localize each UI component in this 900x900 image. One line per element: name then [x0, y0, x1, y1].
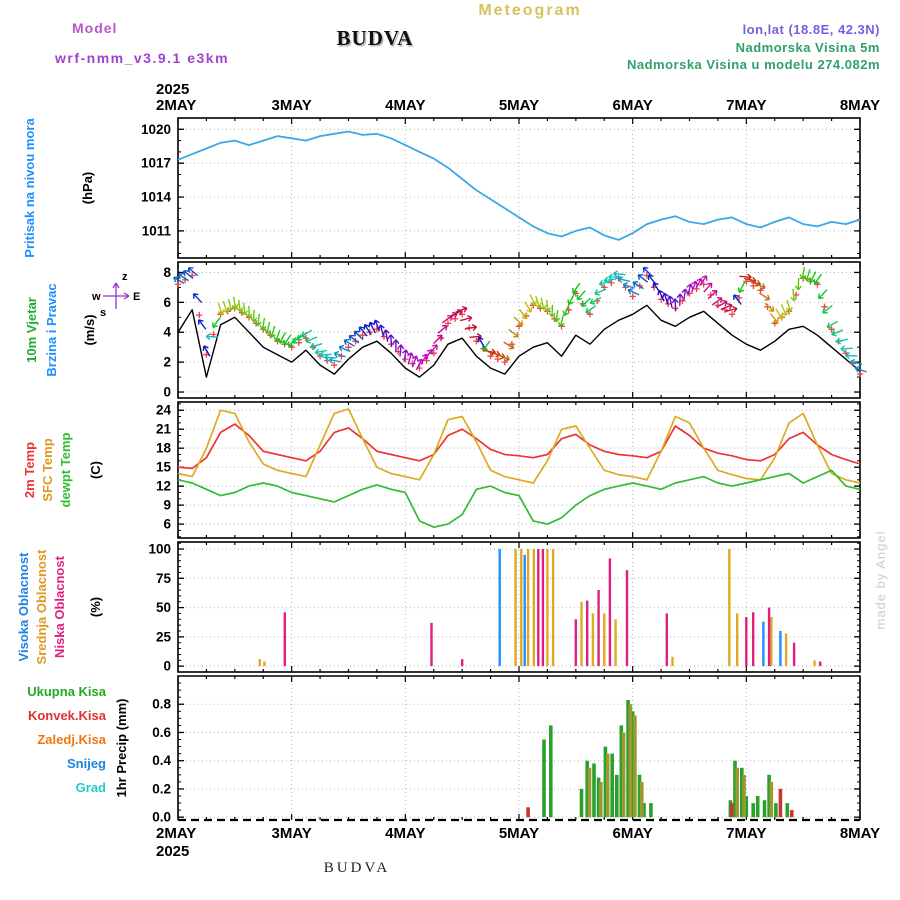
svg-text:4MAY: 4MAY [385, 825, 425, 842]
svg-text:2: 2 [163, 355, 171, 370]
svg-text:1017: 1017 [141, 156, 171, 171]
svg-text:1011: 1011 [142, 223, 172, 238]
svg-text:3MAY: 3MAY [272, 97, 312, 114]
svg-text:5MAY: 5MAY [499, 825, 539, 842]
svg-text:0: 0 [163, 659, 171, 674]
svg-text:2MAY: 2MAY [156, 825, 196, 842]
svg-text:9: 9 [163, 498, 171, 513]
cloud-mid-axis-label: Srednja Oblacnost [34, 549, 49, 665]
wind-axis-label-2: Brzina i Pravac [44, 283, 59, 377]
precip-legend-hail: Grad [75, 780, 106, 795]
svg-text:21: 21 [156, 422, 172, 437]
svg-text:0: 0 [163, 385, 171, 400]
svg-text:w: w [91, 291, 101, 303]
svg-text:4: 4 [163, 325, 171, 340]
svg-text:s: s [100, 307, 106, 319]
svg-text:2025: 2025 [156, 843, 189, 860]
temp-dewpt-axis-label: dewpt Temp [58, 432, 73, 508]
svg-text:24: 24 [156, 403, 172, 418]
precip-legend-convective: Konvek.Kisa [27, 708, 106, 723]
footer-station-label: BUDVA [323, 860, 391, 876]
svg-text:0.0: 0.0 [152, 810, 171, 825]
svg-text:7MAY: 7MAY [726, 825, 766, 842]
svg-text:2025: 2025 [156, 81, 189, 98]
model-name: wrf-nmm_v3.9.1 e3km [55, 50, 230, 66]
temp-2m-axis-label: 2m Temp [22, 441, 37, 499]
svg-text:6: 6 [163, 517, 171, 532]
cloud-unit-label: (%) [88, 596, 103, 618]
svg-text:12: 12 [156, 479, 171, 494]
model-label: Model [72, 20, 118, 36]
model-elevation-label: Nadmorska Visina u modelu 274.082m [626, 57, 880, 72]
precip-legend-total: Ukupna Kisa [27, 684, 106, 699]
svg-text:18: 18 [156, 441, 172, 456]
svg-text:8MAY: 8MAY [840, 825, 880, 842]
svg-text:6MAY: 6MAY [613, 825, 653, 842]
svg-text:15: 15 [156, 460, 172, 475]
svg-text:0.4: 0.4 [152, 753, 171, 768]
svg-text:0.2: 0.2 [152, 781, 171, 796]
svg-text:E: E [133, 291, 140, 303]
svg-text:7MAY: 7MAY [726, 97, 766, 114]
svg-text:4MAY: 4MAY [385, 97, 425, 114]
lonlat-label: lon,lat (18.8E, 42.3N) [742, 22, 880, 37]
svg-text:6MAY: 6MAY [613, 97, 653, 114]
temp-sfc-axis-label: SFC Temp [40, 438, 55, 502]
svg-text:6: 6 [163, 295, 171, 310]
station-elevation-label: Nadmorska Visina 5m [735, 40, 880, 55]
pressure-axis-label: Pritisak na nivou mora [22, 118, 37, 258]
precip-unit-label: 1hr Precip (mm) [114, 698, 129, 798]
cloud-low-axis-label: Niska Oblacnost [52, 556, 67, 658]
svg-text:100: 100 [148, 542, 171, 557]
svg-text:3MAY: 3MAY [272, 825, 312, 842]
svg-text:1020: 1020 [141, 122, 171, 137]
svg-text:0.6: 0.6 [152, 725, 171, 740]
svg-text:75: 75 [156, 571, 172, 586]
precip-legend-stratiform: Zaledj.Kisa [37, 732, 106, 747]
svg-text:8MAY: 8MAY [840, 97, 880, 114]
side-watermark: made by Angel [873, 530, 888, 630]
svg-text:5MAY: 5MAY [499, 97, 539, 114]
svg-text:50: 50 [156, 600, 171, 615]
cloud-high-axis-label: Visoka Oblacnost [16, 552, 31, 662]
svg-text:1014: 1014 [141, 190, 172, 205]
svg-text:8: 8 [163, 265, 171, 280]
svg-text:2MAY: 2MAY [156, 97, 196, 114]
temp-unit-label: (C) [88, 460, 103, 480]
meteogram-watermark-title: Meteogram [478, 2, 582, 19]
svg-text:25: 25 [156, 629, 172, 644]
station-title: BUDVA [336, 26, 414, 50]
wind-axis-label-1: 10m Vjetar [24, 297, 39, 363]
svg-text:0.8: 0.8 [152, 697, 171, 712]
svg-text:z: z [122, 271, 128, 283]
wind-unit-label: (m/s) [82, 314, 97, 346]
pressure-unit-label: (hPa) [80, 171, 95, 205]
precip-legend-snow: Snijeg [66, 756, 106, 771]
